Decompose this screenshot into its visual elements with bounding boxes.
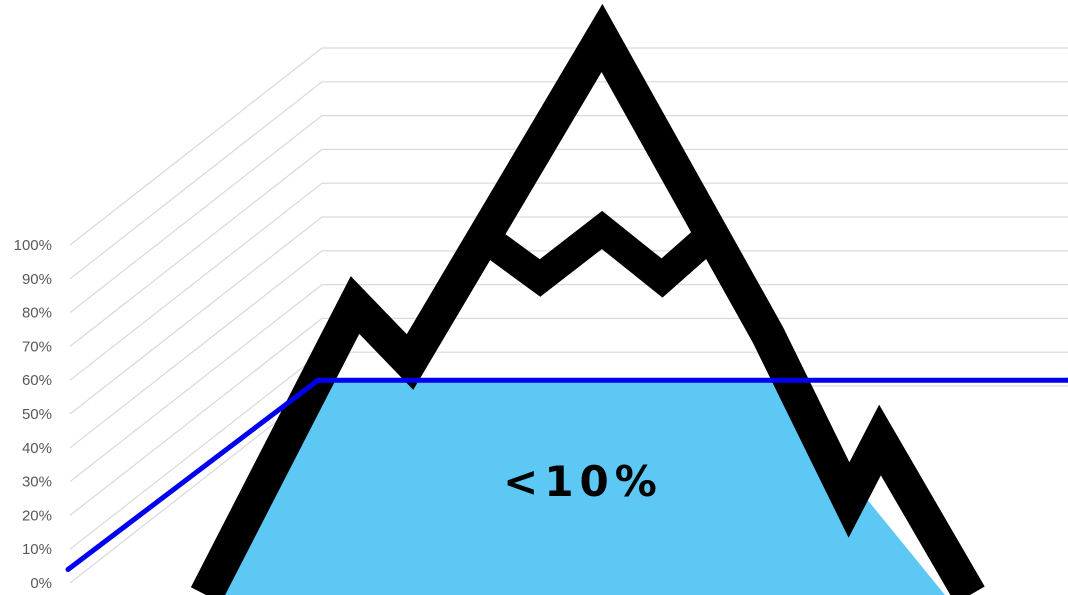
gridline bbox=[69, 148, 1068, 347]
data-point bbox=[315, 377, 321, 383]
gridline bbox=[69, 47, 1068, 246]
y-tick-label: 20% bbox=[22, 507, 52, 524]
y-tick-label: 50% bbox=[22, 406, 52, 423]
annotation-label: <10% bbox=[503, 457, 663, 506]
water-area bbox=[218, 380, 945, 595]
gridline bbox=[69, 81, 1068, 280]
y-tick-label: 10% bbox=[22, 541, 52, 558]
y-tick-label: 100% bbox=[14, 237, 52, 254]
mountain-snowline bbox=[479, 210, 715, 298]
gridline bbox=[69, 250, 1068, 449]
gridline bbox=[69, 284, 1068, 483]
y-tick-label: 60% bbox=[22, 372, 52, 389]
gridlines bbox=[69, 47, 1068, 584]
mountain-outline bbox=[190, 3, 985, 595]
data-point bbox=[65, 566, 71, 572]
water-fill bbox=[218, 380, 945, 595]
y-tick-label: 0% bbox=[30, 575, 52, 592]
y-axis-ticks: 0% 10% 20% 30% 40% 50% 60% 70% 80% 90% 100% bbox=[14, 237, 52, 592]
y-tick-label: 30% bbox=[22, 474, 52, 491]
gridline bbox=[69, 216, 1068, 415]
y-tick-label: 40% bbox=[22, 440, 52, 457]
series-line bbox=[65, 377, 1068, 572]
mountain-icon bbox=[190, 3, 985, 595]
y-tick-label: 70% bbox=[22, 338, 52, 355]
gridline bbox=[69, 182, 1068, 381]
y-tick-label: 80% bbox=[22, 305, 52, 322]
gridline bbox=[69, 114, 1068, 314]
gridline bbox=[69, 317, 1068, 516]
y-tick-label: 90% bbox=[22, 271, 52, 288]
data-point bbox=[1065, 377, 1068, 383]
